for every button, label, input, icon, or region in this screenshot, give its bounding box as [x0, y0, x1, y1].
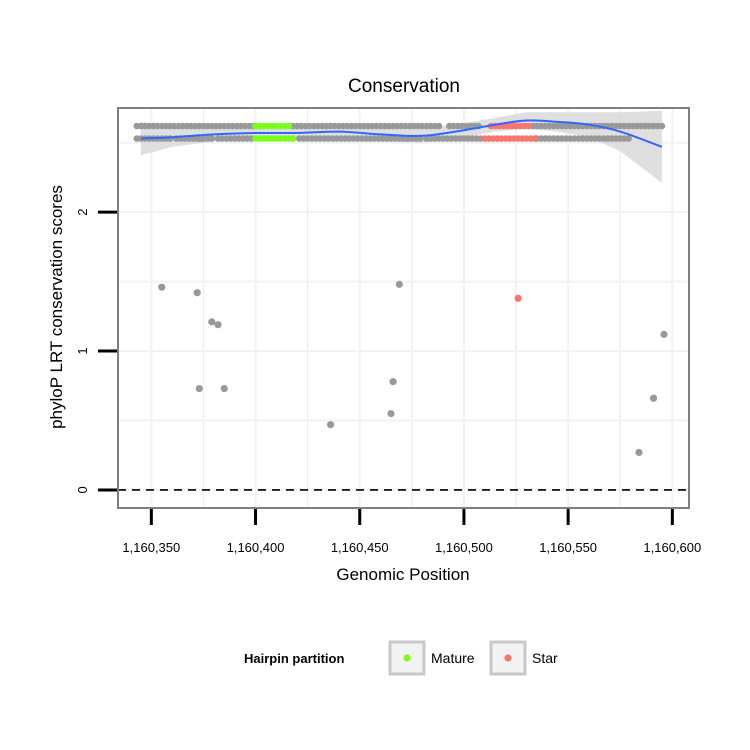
x-tick-label: 1,160,600	[643, 540, 701, 555]
data-point-other	[660, 330, 668, 338]
legend-label-mature: Mature	[431, 650, 475, 666]
data-point-other	[208, 135, 216, 142]
data-point-other	[435, 122, 443, 130]
data-point-star	[525, 122, 532, 130]
data-point-other	[395, 280, 403, 288]
x-tick-label: 1,160,450	[331, 540, 389, 555]
x-tick-label: 1,160,500	[435, 540, 493, 555]
data-point-other	[387, 409, 395, 418]
data-point-other	[195, 384, 203, 393]
chart-title: Conservation	[348, 76, 460, 97]
data-point-other	[158, 283, 166, 291]
x-tick-label: 1,160,350	[122, 540, 180, 555]
data-point-other	[649, 394, 658, 402]
data-point-other	[635, 448, 643, 457]
data-point-other	[220, 384, 228, 393]
panel-background	[118, 108, 689, 508]
x-axis: 1,160,350 1,160,400 1,160,450 1,160,500 1,16…	[122, 509, 701, 555]
y-axis: 0 1 2	[75, 209, 117, 494]
data-point-star	[531, 135, 539, 142]
y-tick-label: 0	[75, 486, 90, 493]
smooth-line	[140, 119, 663, 148]
data-point-other	[193, 289, 201, 297]
data-point-mature	[289, 135, 297, 142]
data-point-other	[208, 318, 216, 326]
data-point-other	[326, 421, 335, 429]
legend: Hairpin partition Mature Star	[244, 640, 558, 676]
data-point-other	[389, 378, 397, 386]
legend-dot-star	[504, 654, 512, 662]
legend-title: Hairpin partition	[244, 651, 344, 666]
x-axis-title: Genomic Position	[336, 565, 469, 584]
data-point-star	[514, 294, 522, 302]
x-tick-label: 1,160,550	[539, 540, 597, 555]
y-axis-title: phyloP LRT conservation scores	[47, 185, 66, 429]
y-tick-label: 2	[75, 209, 90, 216]
legend-dot-mature	[403, 654, 411, 662]
plot-panel	[117, 107, 690, 509]
data-point-mature	[285, 122, 293, 130]
data-point-other	[658, 122, 666, 130]
panel-border	[117, 107, 690, 509]
y-tick-label: 1	[75, 347, 90, 354]
legend-label-star: Star	[532, 650, 558, 666]
x-tick-label: 1,160,400	[227, 540, 285, 555]
data-point-other	[625, 135, 632, 142]
data-point-other	[214, 321, 222, 329]
